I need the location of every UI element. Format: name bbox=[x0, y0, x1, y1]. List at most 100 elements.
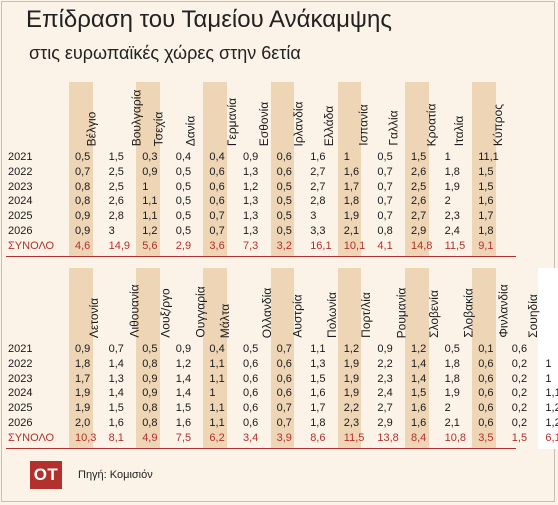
value-cell: 2,9 bbox=[411, 225, 427, 237]
total-cell: 3,9 bbox=[276, 431, 292, 444]
country-header: Εσθονία bbox=[257, 101, 272, 146]
value-cell: 1,1 bbox=[209, 372, 225, 385]
value-cell: 3,3 bbox=[310, 225, 326, 237]
value-cell: 1,9 bbox=[444, 180, 460, 193]
year-row-label: 2023 bbox=[8, 372, 33, 385]
value-cell: 2 bbox=[444, 402, 451, 415]
value-cell: 1,1 bbox=[310, 343, 326, 355]
value-cell: 1 bbox=[209, 387, 216, 400]
country-header: Ελλάδα bbox=[322, 105, 337, 146]
value-cell: 0,6 bbox=[478, 417, 494, 429]
value-cell: 0,2 bbox=[511, 372, 528, 385]
value-cell: 0,9 bbox=[377, 343, 393, 355]
value-cell: 1,1 bbox=[545, 387, 558, 400]
year-row-label: 2026 bbox=[8, 417, 33, 429]
value-cell: 0,7 bbox=[276, 402, 292, 415]
value-cell: 0,4 bbox=[209, 343, 225, 355]
value-cell: 2,4 bbox=[377, 387, 393, 400]
value-cell: 0,8 bbox=[75, 180, 91, 193]
value-cell: 2,2 bbox=[343, 402, 360, 415]
year-row-label: 2021 bbox=[8, 151, 33, 163]
value-cell: 0,6 bbox=[209, 195, 225, 208]
value-cell: 0,6 bbox=[243, 417, 259, 429]
country-header: Τσεχία bbox=[151, 111, 166, 146]
value-cell: 1,6 bbox=[175, 417, 192, 429]
column-stripe bbox=[69, 268, 93, 449]
value-cell: 1,5 bbox=[108, 402, 124, 415]
value-cell: 2,1 bbox=[444, 417, 460, 429]
value-cell: 0,1 bbox=[478, 343, 494, 355]
value-cell: 1 bbox=[343, 151, 350, 163]
value-cell: 0,9 bbox=[75, 343, 91, 355]
value-cell: 1,7 bbox=[478, 210, 494, 223]
value-cell: 1,9 bbox=[75, 402, 91, 415]
column-stripe bbox=[203, 268, 227, 449]
total-cell: 4,1 bbox=[377, 239, 393, 252]
value-cell: 1,8 bbox=[444, 357, 460, 370]
value-cell: 1,3 bbox=[108, 372, 124, 385]
value-cell: 1,5 bbox=[478, 180, 494, 193]
value-cell: 1,7 bbox=[310, 402, 326, 415]
total-cell: 1,5 bbox=[511, 431, 528, 444]
value-cell: 1,8 bbox=[444, 372, 460, 385]
total-cell: 8,6 bbox=[310, 431, 326, 444]
value-cell: 1,6 bbox=[310, 387, 326, 400]
value-cell: 2,7 bbox=[310, 180, 326, 193]
ot-logo: OT bbox=[30, 461, 62, 489]
total-cell: 10,3 bbox=[75, 431, 97, 444]
country-header: Φινλανδία bbox=[496, 284, 511, 338]
total-cell: 4,9 bbox=[142, 431, 158, 444]
value-cell: 0,3 bbox=[142, 151, 158, 163]
value-cell: 0,5 bbox=[377, 151, 393, 163]
value-cell: 0,7 bbox=[377, 195, 393, 208]
total-cell: 16,1 bbox=[310, 239, 332, 252]
column-stripe bbox=[337, 82, 362, 256]
country-header: Σουηδία bbox=[525, 294, 540, 338]
value-cell: 1,4 bbox=[108, 357, 124, 370]
value-cell: 1,6 bbox=[478, 195, 494, 208]
column-stripe bbox=[69, 82, 93, 256]
value-cell: 1 bbox=[545, 357, 552, 370]
total-cell: 3,6 bbox=[209, 239, 225, 252]
value-cell: 1,8 bbox=[444, 165, 460, 178]
value-cell: 1,1 bbox=[209, 402, 225, 415]
value-cell: 1,1 bbox=[142, 195, 158, 208]
value-cell: 0,6 bbox=[478, 357, 494, 370]
value-cell: 1,5 bbox=[411, 151, 427, 163]
value-cell: 1 bbox=[545, 372, 552, 385]
value-cell: 1,1 bbox=[209, 357, 225, 370]
value-cell: 0,9 bbox=[75, 225, 91, 237]
value-cell: 1,5 bbox=[478, 165, 494, 178]
value-cell: 0,7 bbox=[209, 210, 225, 223]
value-cell: 0,6 bbox=[276, 357, 292, 370]
value-cell: 0,9 bbox=[75, 210, 91, 223]
value-cell: 1,4 bbox=[175, 372, 192, 385]
column-stripe bbox=[472, 82, 496, 256]
value-cell: 1,8 bbox=[75, 357, 91, 370]
value-cell: 1,3 bbox=[243, 210, 259, 223]
country-header: Ιταλία bbox=[451, 115, 466, 146]
column-stripe bbox=[270, 268, 295, 449]
value-cell: 0,8 bbox=[142, 417, 158, 429]
value-cell: 0,9 bbox=[142, 165, 158, 178]
country-header: Κύπρος bbox=[491, 103, 506, 146]
column-stripe bbox=[405, 268, 429, 449]
value-cell: 1,2 bbox=[175, 357, 192, 370]
value-cell: 1,3 bbox=[310, 357, 326, 370]
total-cell: 3,2 bbox=[276, 239, 292, 252]
value-cell: 0,7 bbox=[108, 343, 124, 355]
country-header: Λετονία bbox=[87, 297, 102, 338]
eurozone-column-box bbox=[538, 268, 558, 449]
value-cell: 1,2 bbox=[411, 343, 427, 355]
value-cell: 1 bbox=[142, 180, 149, 193]
year-row-label: 2022 bbox=[8, 357, 33, 370]
value-cell: 0,6 bbox=[243, 372, 259, 385]
value-cell: 0,6 bbox=[276, 372, 292, 385]
value-cell: 1,4 bbox=[411, 372, 427, 385]
total-cell: 11,5 bbox=[444, 239, 466, 252]
total-cell: 7,3 bbox=[243, 239, 259, 252]
value-cell: 0,5 bbox=[276, 195, 292, 208]
value-cell: 0,6 bbox=[209, 180, 225, 193]
total-cell: 11,5 bbox=[343, 431, 365, 444]
